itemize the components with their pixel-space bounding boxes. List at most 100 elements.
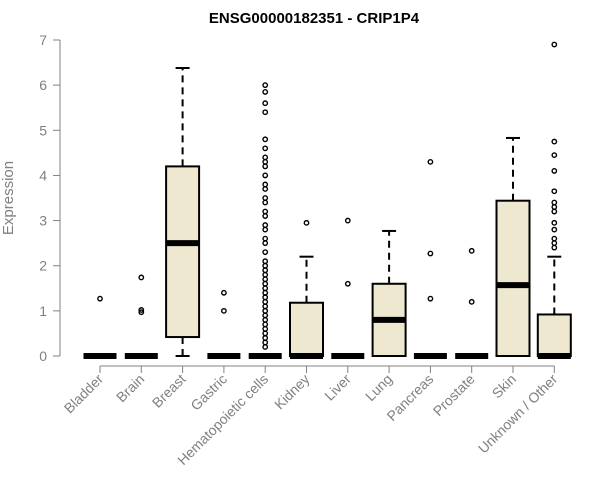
outlier-point xyxy=(344,280,351,287)
outlier-point xyxy=(262,235,269,242)
outlier-point xyxy=(262,208,269,215)
outlier-point xyxy=(551,235,558,242)
outlier-point xyxy=(262,298,269,305)
outlier-point xyxy=(262,316,269,323)
outlier-point xyxy=(551,204,558,210)
y-tick-label: 4 xyxy=(39,167,47,183)
box-series xyxy=(83,41,572,359)
outlier-point xyxy=(262,199,269,206)
outlier-point xyxy=(262,181,269,188)
outlier-point xyxy=(262,195,269,201)
box-group xyxy=(289,219,324,359)
outlier-point xyxy=(262,280,269,287)
outlier-point xyxy=(97,295,103,302)
outlier-point xyxy=(551,168,558,174)
outlier-point xyxy=(262,222,269,228)
outlier-point xyxy=(262,271,269,278)
outlier-point xyxy=(262,344,269,350)
outlier-point xyxy=(551,152,558,159)
outlier-point xyxy=(551,138,558,145)
x-tick-label: Kidney xyxy=(271,371,313,413)
outlier-point xyxy=(262,145,269,152)
outlier-point xyxy=(262,163,269,170)
outlier-point xyxy=(138,274,145,281)
y-axis-label: Expression xyxy=(0,161,17,235)
outlier-point xyxy=(262,326,269,332)
outlier-point xyxy=(262,276,269,283)
box-body xyxy=(495,199,531,357)
outlier-point xyxy=(262,267,269,274)
y-tick-label: 6 xyxy=(39,77,47,93)
y-tick-label: 5 xyxy=(39,122,47,138)
x-tick-label: Breast xyxy=(149,371,189,411)
outlier-point xyxy=(138,307,145,313)
y-tick-label: 2 xyxy=(39,258,47,274)
outlier-point xyxy=(427,250,434,257)
outlier-point xyxy=(262,339,269,346)
x-tick-label: Brain xyxy=(113,371,147,405)
box-body xyxy=(289,301,324,357)
x-tick-label: Bladder xyxy=(61,371,107,417)
box-group xyxy=(83,295,117,359)
outlier-point xyxy=(262,89,269,95)
outlier-point xyxy=(551,41,558,48)
box-group xyxy=(455,247,489,359)
x-tick-label: Skin xyxy=(489,371,520,402)
outlier-point xyxy=(468,247,475,254)
outlier-point xyxy=(262,249,269,256)
outlier-point xyxy=(262,303,269,310)
box-group xyxy=(124,274,158,359)
outlier-point xyxy=(551,188,558,195)
outlier-point xyxy=(468,298,475,305)
outlier-point xyxy=(262,258,269,265)
outlier-point xyxy=(551,199,558,206)
outlier-point xyxy=(262,262,269,269)
outlier-point xyxy=(262,285,269,292)
outlier-point xyxy=(262,82,269,89)
box-body xyxy=(536,313,572,357)
outlier-point xyxy=(262,154,269,161)
box-group xyxy=(371,229,407,357)
outlier-point xyxy=(262,335,269,341)
outlier-point xyxy=(262,172,269,179)
outlier-point xyxy=(262,307,269,314)
outlier-point xyxy=(427,295,434,302)
outlier-point xyxy=(262,294,269,301)
box-group xyxy=(536,41,572,359)
outlier-point xyxy=(262,312,269,319)
box-group xyxy=(207,289,241,359)
y-tick-label: 0 xyxy=(39,348,47,364)
outlier-point xyxy=(344,217,351,224)
outlier-point xyxy=(220,307,227,314)
outlier-point xyxy=(262,330,269,337)
outlier-point xyxy=(262,321,269,328)
x-tick-label: Prostate xyxy=(430,371,478,419)
outlier-point xyxy=(427,158,434,165)
box-group xyxy=(248,82,282,359)
x-tick-label: Liver xyxy=(321,371,354,404)
outlier-point xyxy=(262,213,269,219)
chart-title: ENSG00000182351 - CRIP1P4 xyxy=(209,10,420,27)
x-tick-label: Lung xyxy=(362,371,395,404)
outlier-point xyxy=(262,226,269,233)
outlier-point xyxy=(262,109,269,116)
y-tick-label: 7 xyxy=(39,32,47,48)
outlier-point xyxy=(262,136,269,143)
outlier-point xyxy=(262,289,269,296)
outlier-point xyxy=(262,100,269,107)
outlier-point xyxy=(262,186,269,192)
box-group xyxy=(413,158,447,359)
outlier-point xyxy=(303,219,310,226)
outlier-point xyxy=(138,309,145,316)
outlier-point xyxy=(551,244,558,251)
box-group xyxy=(495,136,531,357)
outlier-point xyxy=(551,240,558,247)
outlier-point xyxy=(262,240,269,247)
y-tick-label: 1 xyxy=(39,303,47,319)
box-body xyxy=(165,165,201,339)
outlier-point xyxy=(262,158,269,165)
box-group xyxy=(165,66,201,357)
